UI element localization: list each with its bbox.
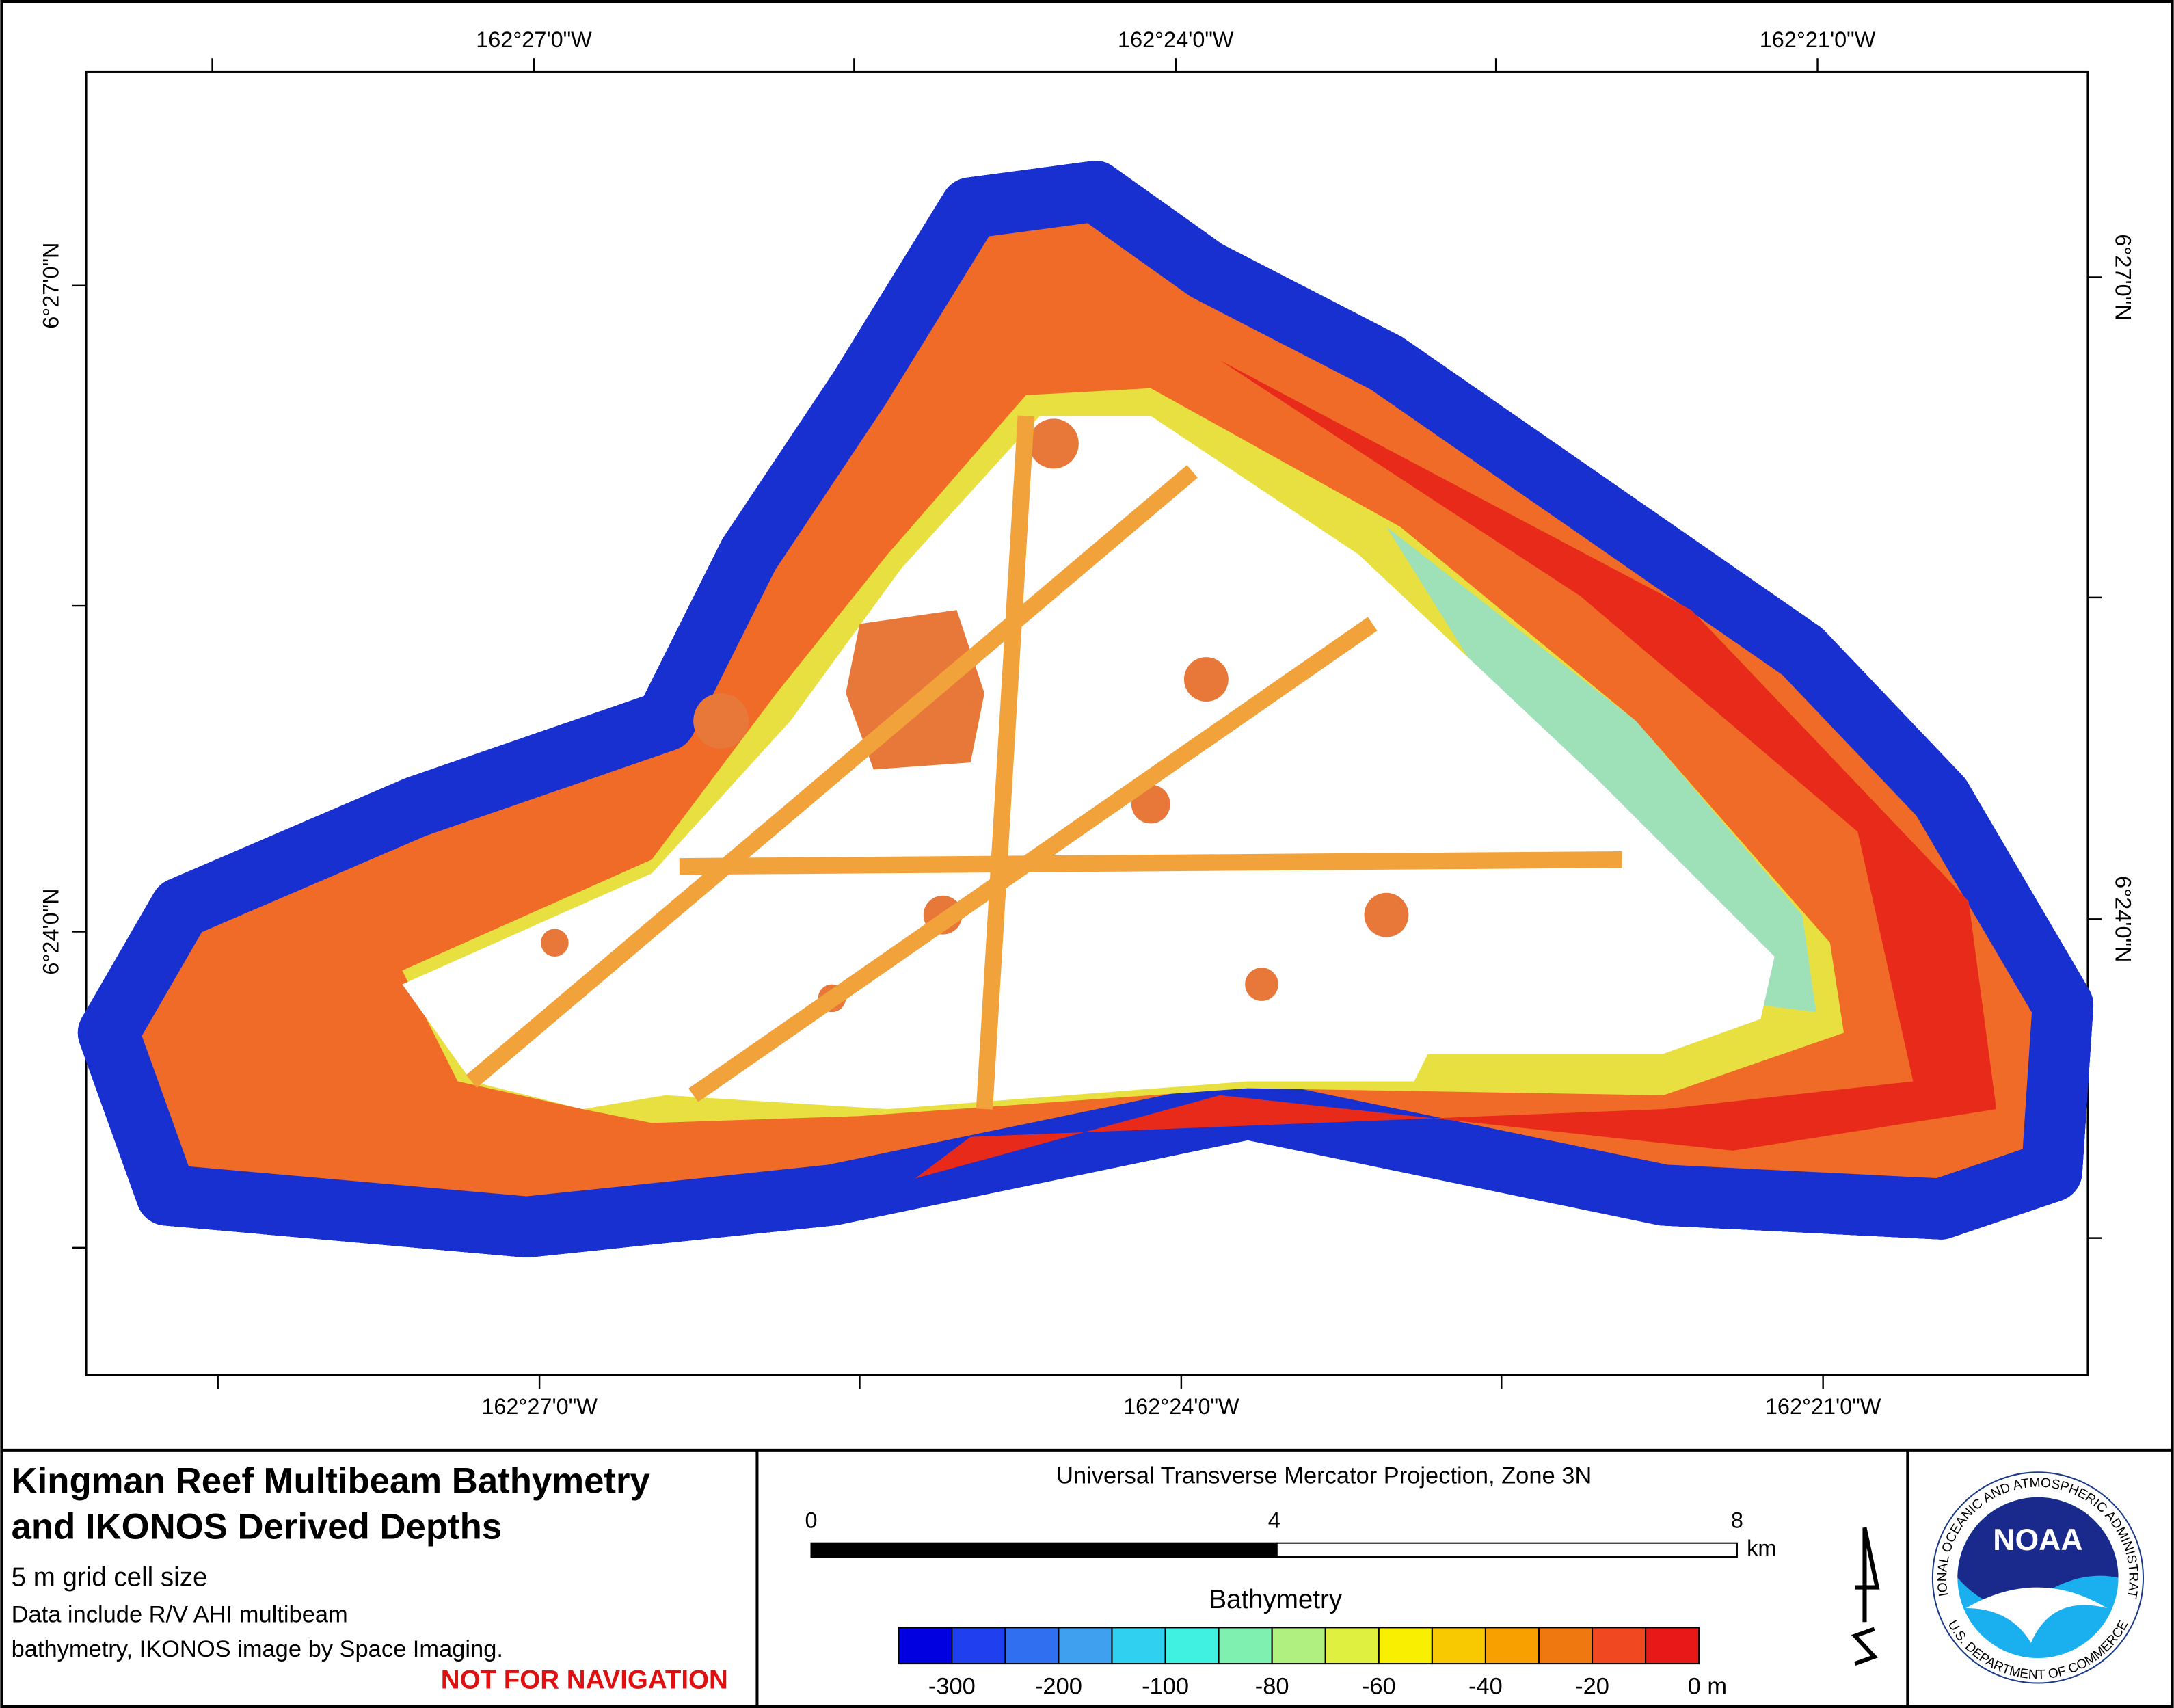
longitude-label: 162°21'0"W bbox=[1765, 1394, 1881, 1419]
legend-label: -60 bbox=[1362, 1674, 1396, 1700]
logo-top bbox=[1957, 1497, 2119, 1606]
legend-swatch bbox=[1592, 1627, 1647, 1665]
legend-label: -40 bbox=[1468, 1674, 1503, 1700]
legend-label: -80 bbox=[1255, 1674, 1289, 1700]
latitude-label: 6°24'0"N bbox=[39, 888, 64, 974]
legend-swatch bbox=[1058, 1627, 1113, 1665]
legend-swatch bbox=[951, 1627, 1006, 1665]
survey-tracks bbox=[466, 415, 1622, 1110]
legend-swatch bbox=[1538, 1627, 1594, 1665]
legend-swatch bbox=[1111, 1627, 1166, 1665]
scale-bar bbox=[810, 1542, 1278, 1558]
legend-swatch bbox=[1218, 1627, 1273, 1665]
note: bathymetry, IKONOS image by Space Imagin… bbox=[12, 1636, 503, 1662]
latitude-label: 6°24'0"N bbox=[2110, 876, 2135, 962]
legend-swatch bbox=[1164, 1627, 1220, 1665]
graticule: 162°27'0"W 162°24'0"W 162°21'0"W 162°27'0"W… bbox=[39, 27, 2136, 1419]
map-title: Kingman Reef Multibeam Bathymetry bbox=[12, 1461, 651, 1502]
lagoon bbox=[402, 416, 1775, 1110]
scale-label: 4 bbox=[1268, 1508, 1280, 1532]
longitude-label: 162°24'0"W bbox=[1118, 27, 1234, 52]
scale-label: 0 bbox=[805, 1508, 817, 1532]
legend-label: 0 m bbox=[1688, 1674, 1727, 1700]
logo-abbr: NOAA bbox=[1993, 1523, 2082, 1557]
legend-swatch bbox=[1271, 1627, 1326, 1665]
longitude-label: 162°21'0"W bbox=[1760, 27, 1876, 52]
scale-label: 8 bbox=[1731, 1508, 1743, 1532]
legend-swatch bbox=[1431, 1627, 1486, 1665]
legend-label: -100 bbox=[1142, 1674, 1189, 1700]
projection: Universal Transverse Mercator Projection… bbox=[1056, 1463, 1592, 1489]
legend-label: -20 bbox=[1575, 1674, 1609, 1700]
reef-crest bbox=[915, 360, 1997, 1179]
north-arrow bbox=[1851, 1527, 1880, 1666]
longitude-label: 162°27'0"W bbox=[481, 1394, 598, 1419]
longitude-label: 162°24'0"W bbox=[1123, 1394, 1239, 1419]
legend-label: -300 bbox=[928, 1674, 976, 1700]
legend-title: Bathymetry bbox=[1209, 1585, 1343, 1614]
scale-unit: km bbox=[1747, 1536, 1776, 1560]
legend-swatch bbox=[1484, 1627, 1540, 1665]
atoll bbox=[77, 191, 2094, 1258]
legend-swatch bbox=[1004, 1627, 1060, 1665]
warning: NOT FOR NAVIGATION bbox=[441, 1666, 728, 1695]
legend: -300 -200 -100 -80 -60 -40 -20 0 m bbox=[898, 1627, 1727, 1700]
latitude-label: 6°27'0"N bbox=[2110, 234, 2135, 320]
scale-bar bbox=[1276, 1542, 1738, 1558]
note: Data include R/V AHI multibeam bbox=[12, 1601, 348, 1627]
legend-swatch bbox=[1378, 1627, 1433, 1665]
longitude-label: 162°27'0"W bbox=[476, 27, 592, 52]
legend-swatch bbox=[1324, 1627, 1380, 1665]
logo-bird bbox=[1965, 1587, 2108, 1643]
legend-swatch bbox=[1645, 1627, 1700, 1665]
note: 5 m grid cell size bbox=[12, 1563, 208, 1592]
latitude-label: 6°27'0"N bbox=[39, 243, 64, 329]
legend-swatch bbox=[898, 1627, 953, 1665]
legend-label: -200 bbox=[1035, 1674, 1082, 1700]
map-title: and IKONOS Derived Depths bbox=[12, 1507, 502, 1547]
